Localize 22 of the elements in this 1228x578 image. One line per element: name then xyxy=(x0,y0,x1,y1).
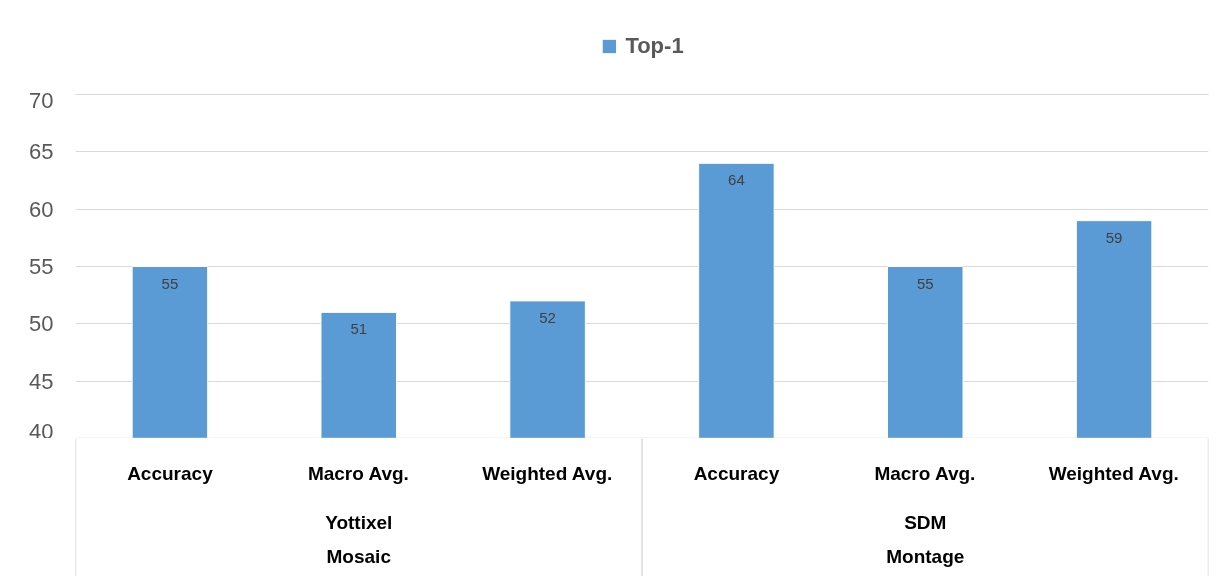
data-label: 64 xyxy=(728,171,745,189)
x-tick-label: Weighted Avg. xyxy=(1048,462,1179,484)
y-tick-label: 40 xyxy=(29,418,54,444)
text: Yottixel Mosaic xyxy=(325,511,393,567)
y-tick-label: 60 xyxy=(29,196,54,222)
y-tick-label: 50 xyxy=(29,311,54,337)
data-label: 52 xyxy=(539,308,556,326)
x-tick-label: Weighted Avg. xyxy=(482,462,613,484)
data-label: 55 xyxy=(161,274,179,292)
text: SDM Montage xyxy=(886,511,965,567)
y-tick-label: 70 xyxy=(29,87,54,113)
y-tick-label: 45 xyxy=(29,368,54,394)
data-label: 55 xyxy=(916,274,934,292)
y-tick-label: 55 xyxy=(29,254,54,279)
legend-label: Top-1 xyxy=(625,33,684,59)
y-tick-label: 65 xyxy=(29,139,54,165)
x-tick-label: Macro Avg. xyxy=(874,462,976,484)
x-tick-label: Macro Avg. xyxy=(307,462,409,484)
data-label: 51 xyxy=(350,320,368,338)
x-tick-label: Accuracy xyxy=(127,462,214,484)
x-tick-label: Accuracy xyxy=(693,462,780,484)
data-label: 59 xyxy=(1105,228,1123,246)
